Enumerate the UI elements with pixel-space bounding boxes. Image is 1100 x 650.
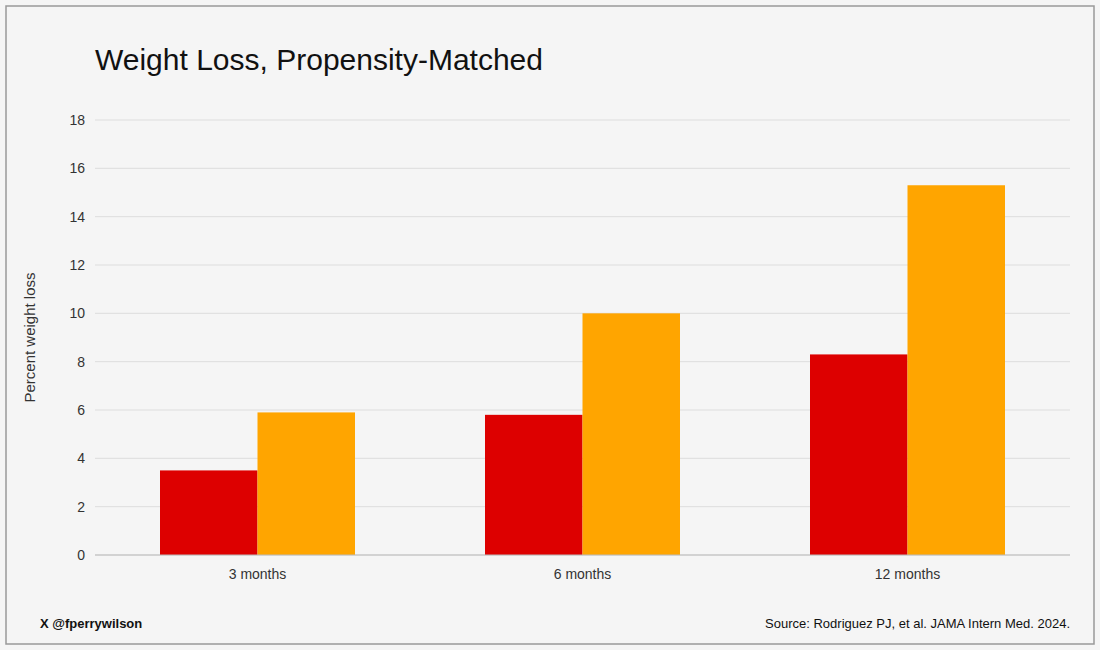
chart-container: Weight Loss, Propensity-Matched 0 2 4 6 8 10 12… <box>0 0 1100 650</box>
grid-line <box>95 168 1070 169</box>
x-tick-label: 3 months <box>229 566 287 582</box>
y-tick-label: 14 <box>69 209 85 225</box>
bar <box>485 415 583 555</box>
background <box>0 0 1100 650</box>
y-tick-label: 16 <box>69 160 85 176</box>
y-tick-label: 6 <box>77 402 85 418</box>
page: {"chart_data": {"type": "bar", "title": … <box>0 0 1100 650</box>
y-tick-label: 0 <box>77 547 85 563</box>
y-grid <box>95 120 1070 555</box>
bars <box>160 185 1005 555</box>
x-tick-label: 12 months <box>875 566 940 582</box>
chart-svg: Weight Loss, Propensity-Matched 0 2 4 6 8 10 12… <box>0 0 1100 650</box>
y-tick-label: 2 <box>77 499 85 515</box>
bar <box>160 470 258 555</box>
x-axis-line <box>95 555 1070 556</box>
bar <box>583 313 681 555</box>
footer: X @fperrywilson Source: Rodriguez PJ, et … <box>40 616 1070 631</box>
y-tick-labels: 0 2 4 6 8 10 12 14 16 18 <box>69 112 85 563</box>
frame-border <box>6 6 1094 644</box>
grid-line <box>95 555 1070 556</box>
x-tick-label: 6 months <box>554 566 612 582</box>
bar <box>810 354 908 555</box>
title: Weight Loss, Propensity-Matched <box>95 43 543 76</box>
y-axis-label: Percent weight loss <box>21 272 38 402</box>
footer-text: X @fperrywilson <box>40 616 142 631</box>
bar <box>908 185 1006 555</box>
bar <box>258 412 356 555</box>
x-tick-labels: 3 months 6 months 12 months <box>229 566 940 582</box>
y-tick-label: 10 <box>69 305 85 321</box>
y-tick-label: 4 <box>77 450 85 466</box>
footer-text: Source: Rodriguez PJ, et al. JAMA Intern… <box>765 616 1070 631</box>
y-tick-label: 8 <box>77 354 85 370</box>
y-tick-label: 12 <box>69 257 85 273</box>
grid-line <box>95 120 1070 121</box>
y-tick-label: 18 <box>69 112 85 128</box>
